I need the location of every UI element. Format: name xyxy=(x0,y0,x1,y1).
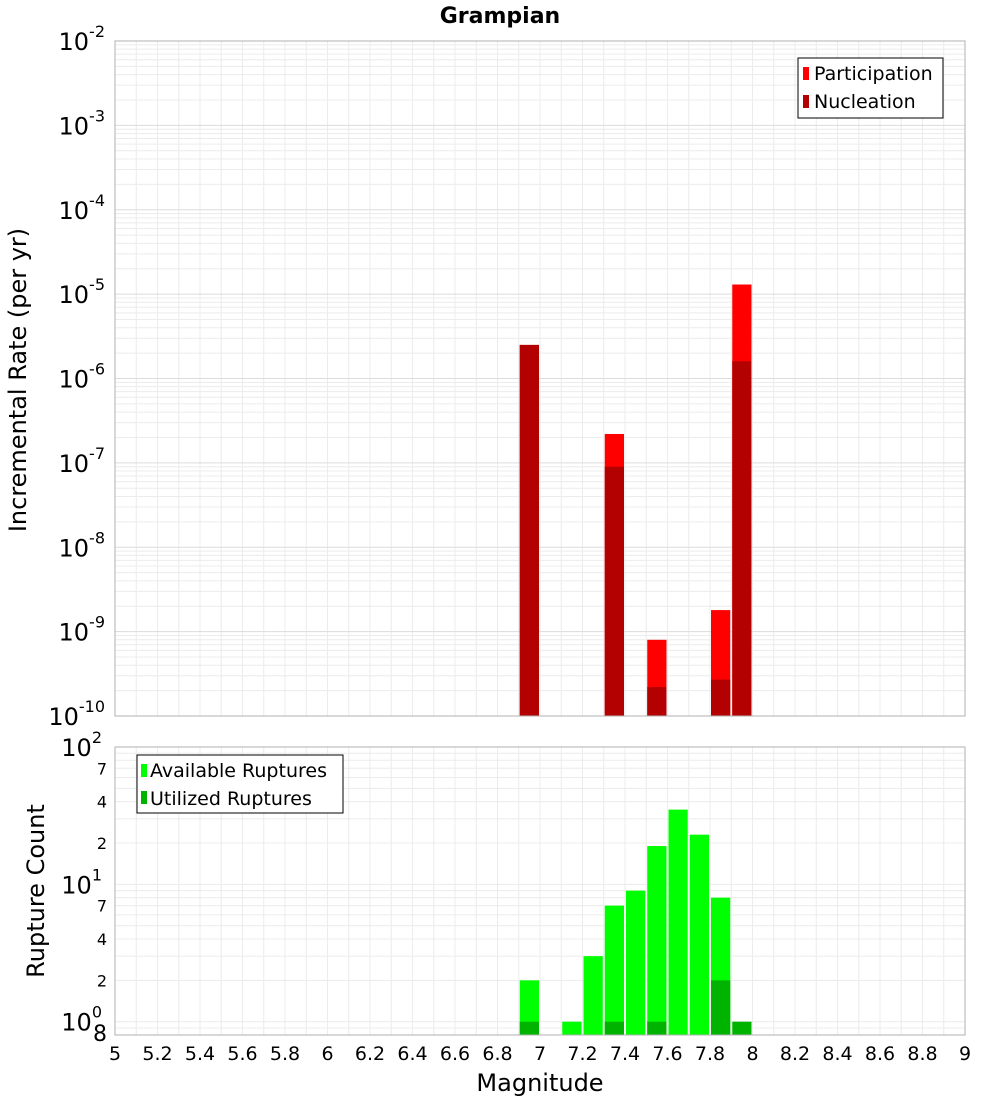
x-tick-label: 8.6 xyxy=(865,1043,895,1065)
y-tick-label: 100 xyxy=(61,1003,102,1037)
x-tick-label: 6.4 xyxy=(397,1043,427,1065)
y-minor-tick-label: 2 xyxy=(97,971,107,990)
x-tick-label: 6.8 xyxy=(482,1043,512,1065)
x-tick-label: 5.8 xyxy=(270,1043,300,1065)
x-tick-label: 5.2 xyxy=(142,1043,172,1065)
x-tick-label: 8.2 xyxy=(780,1043,810,1065)
y-tick-label: 102 xyxy=(61,728,102,762)
y-tick-label: 10-3 xyxy=(59,106,106,140)
bar-nucleation xyxy=(711,679,731,716)
legend-label-utilized: Utilized Ruptures xyxy=(150,788,312,810)
y-tick-label: 10-5 xyxy=(59,275,106,309)
y-minor-tick-label: 7 xyxy=(97,897,107,916)
bar-available-ruptures xyxy=(519,980,539,1035)
y-minor-tick-label: 4 xyxy=(97,793,107,812)
top-y-tick-labels: 10-10 10-9 10-8 10-7 10-6 10-5 10-4 10-3 10-2 xyxy=(48,22,105,731)
bar-nucleation xyxy=(647,687,667,716)
y-tick-label: 10-9 xyxy=(59,613,106,647)
x-axis-label: Magnitude xyxy=(476,1069,603,1097)
y-tick-label: 10-7 xyxy=(59,444,106,478)
bar-available-ruptures xyxy=(689,834,709,1035)
y-tick-label: 101 xyxy=(61,865,102,899)
top-legend: Participation Nucleation xyxy=(797,57,944,119)
y-tick-label: 10-2 xyxy=(59,22,106,56)
legend-swatch-available xyxy=(141,764,147,777)
y-tick-label: 10-10 xyxy=(48,697,105,731)
y-minor-tick-label: 8 xyxy=(93,1022,107,1047)
bar-available-ruptures xyxy=(604,905,624,1035)
x-tick-labels: 5 5.2 5.4 5.6 5.8 6 6.2 6.4 6.6 6.8 7 7.2 7.4 7.6 7.8 8… xyxy=(109,1043,971,1065)
x-tick-label: 7.8 xyxy=(695,1043,725,1065)
y-tick-label: 10-6 xyxy=(59,360,106,394)
x-tick-label: 7.2 xyxy=(567,1043,597,1065)
top-plot-grid xyxy=(114,41,966,717)
bar-utilized-ruptures xyxy=(604,1021,624,1035)
legend-swatch-participation xyxy=(803,67,809,80)
bottom-plot-bars xyxy=(519,809,752,1035)
top-y-axis-label: Incremental Rate (per yr) xyxy=(4,228,32,532)
x-tick-label: 6.2 xyxy=(355,1043,385,1065)
y-minor-tick-label: 7 xyxy=(97,759,107,778)
x-tick-label: 7.6 xyxy=(652,1043,682,1065)
y-minor-tick-label: 2 xyxy=(97,834,107,853)
x-tick-label: 6 xyxy=(321,1043,333,1065)
x-tick-label: 5.6 xyxy=(227,1043,257,1065)
bottom-y-axis-label: Rupture Count xyxy=(22,804,50,978)
bar-nucleation xyxy=(519,344,539,716)
x-tick-label: 7.4 xyxy=(610,1043,640,1065)
bar-utilized-ruptures xyxy=(711,980,731,1035)
x-tick-label: 8.8 xyxy=(907,1043,937,1065)
chart-title: Grampian xyxy=(440,4,560,29)
bar-available-ruptures xyxy=(583,956,603,1035)
legend-label-available: Available Ruptures xyxy=(150,760,327,782)
y-minor-tick-label: 4 xyxy=(97,930,107,949)
bottom-plot-grid xyxy=(114,747,966,1036)
x-tick-label: 8 xyxy=(746,1043,758,1065)
bar-available-ruptures xyxy=(647,846,667,1035)
y-tick-label: 10-4 xyxy=(59,191,106,225)
bar-utilized-ruptures xyxy=(732,1021,752,1035)
top-plot-frame xyxy=(114,40,966,717)
bottom-plot-frame xyxy=(114,746,966,1036)
legend-label-nucleation: Nucleation xyxy=(814,91,916,113)
legend-swatch-nucleation xyxy=(803,95,809,108)
y-tick-label: 10-8 xyxy=(59,528,106,562)
bottom-legend: Available Ruptures Utilized Ruptures xyxy=(136,754,344,814)
x-tick-label: 5 xyxy=(109,1043,121,1065)
bar-available-ruptures xyxy=(562,1021,582,1035)
top-plot-bars xyxy=(519,284,752,716)
bar-utilized-ruptures xyxy=(519,1021,539,1035)
bar-utilized-ruptures xyxy=(647,1021,667,1035)
x-tick-label: 9 xyxy=(959,1043,971,1065)
legend-label-participation: Participation xyxy=(814,63,933,85)
bar-available-ruptures xyxy=(668,809,688,1035)
bar-nucleation xyxy=(732,361,752,716)
x-tick-label: 6.6 xyxy=(440,1043,470,1065)
legend-swatch-utilized xyxy=(141,791,147,804)
bar-nucleation xyxy=(604,466,624,716)
bar-available-ruptures xyxy=(626,890,646,1035)
x-tick-label: 5.4 xyxy=(185,1043,215,1065)
x-tick-label: 8.4 xyxy=(822,1043,852,1065)
bottom-y-tick-labels: 100 101 102 8 2 4 7 2 4 7 xyxy=(61,728,107,1047)
x-tick-label: 7 xyxy=(534,1043,546,1065)
